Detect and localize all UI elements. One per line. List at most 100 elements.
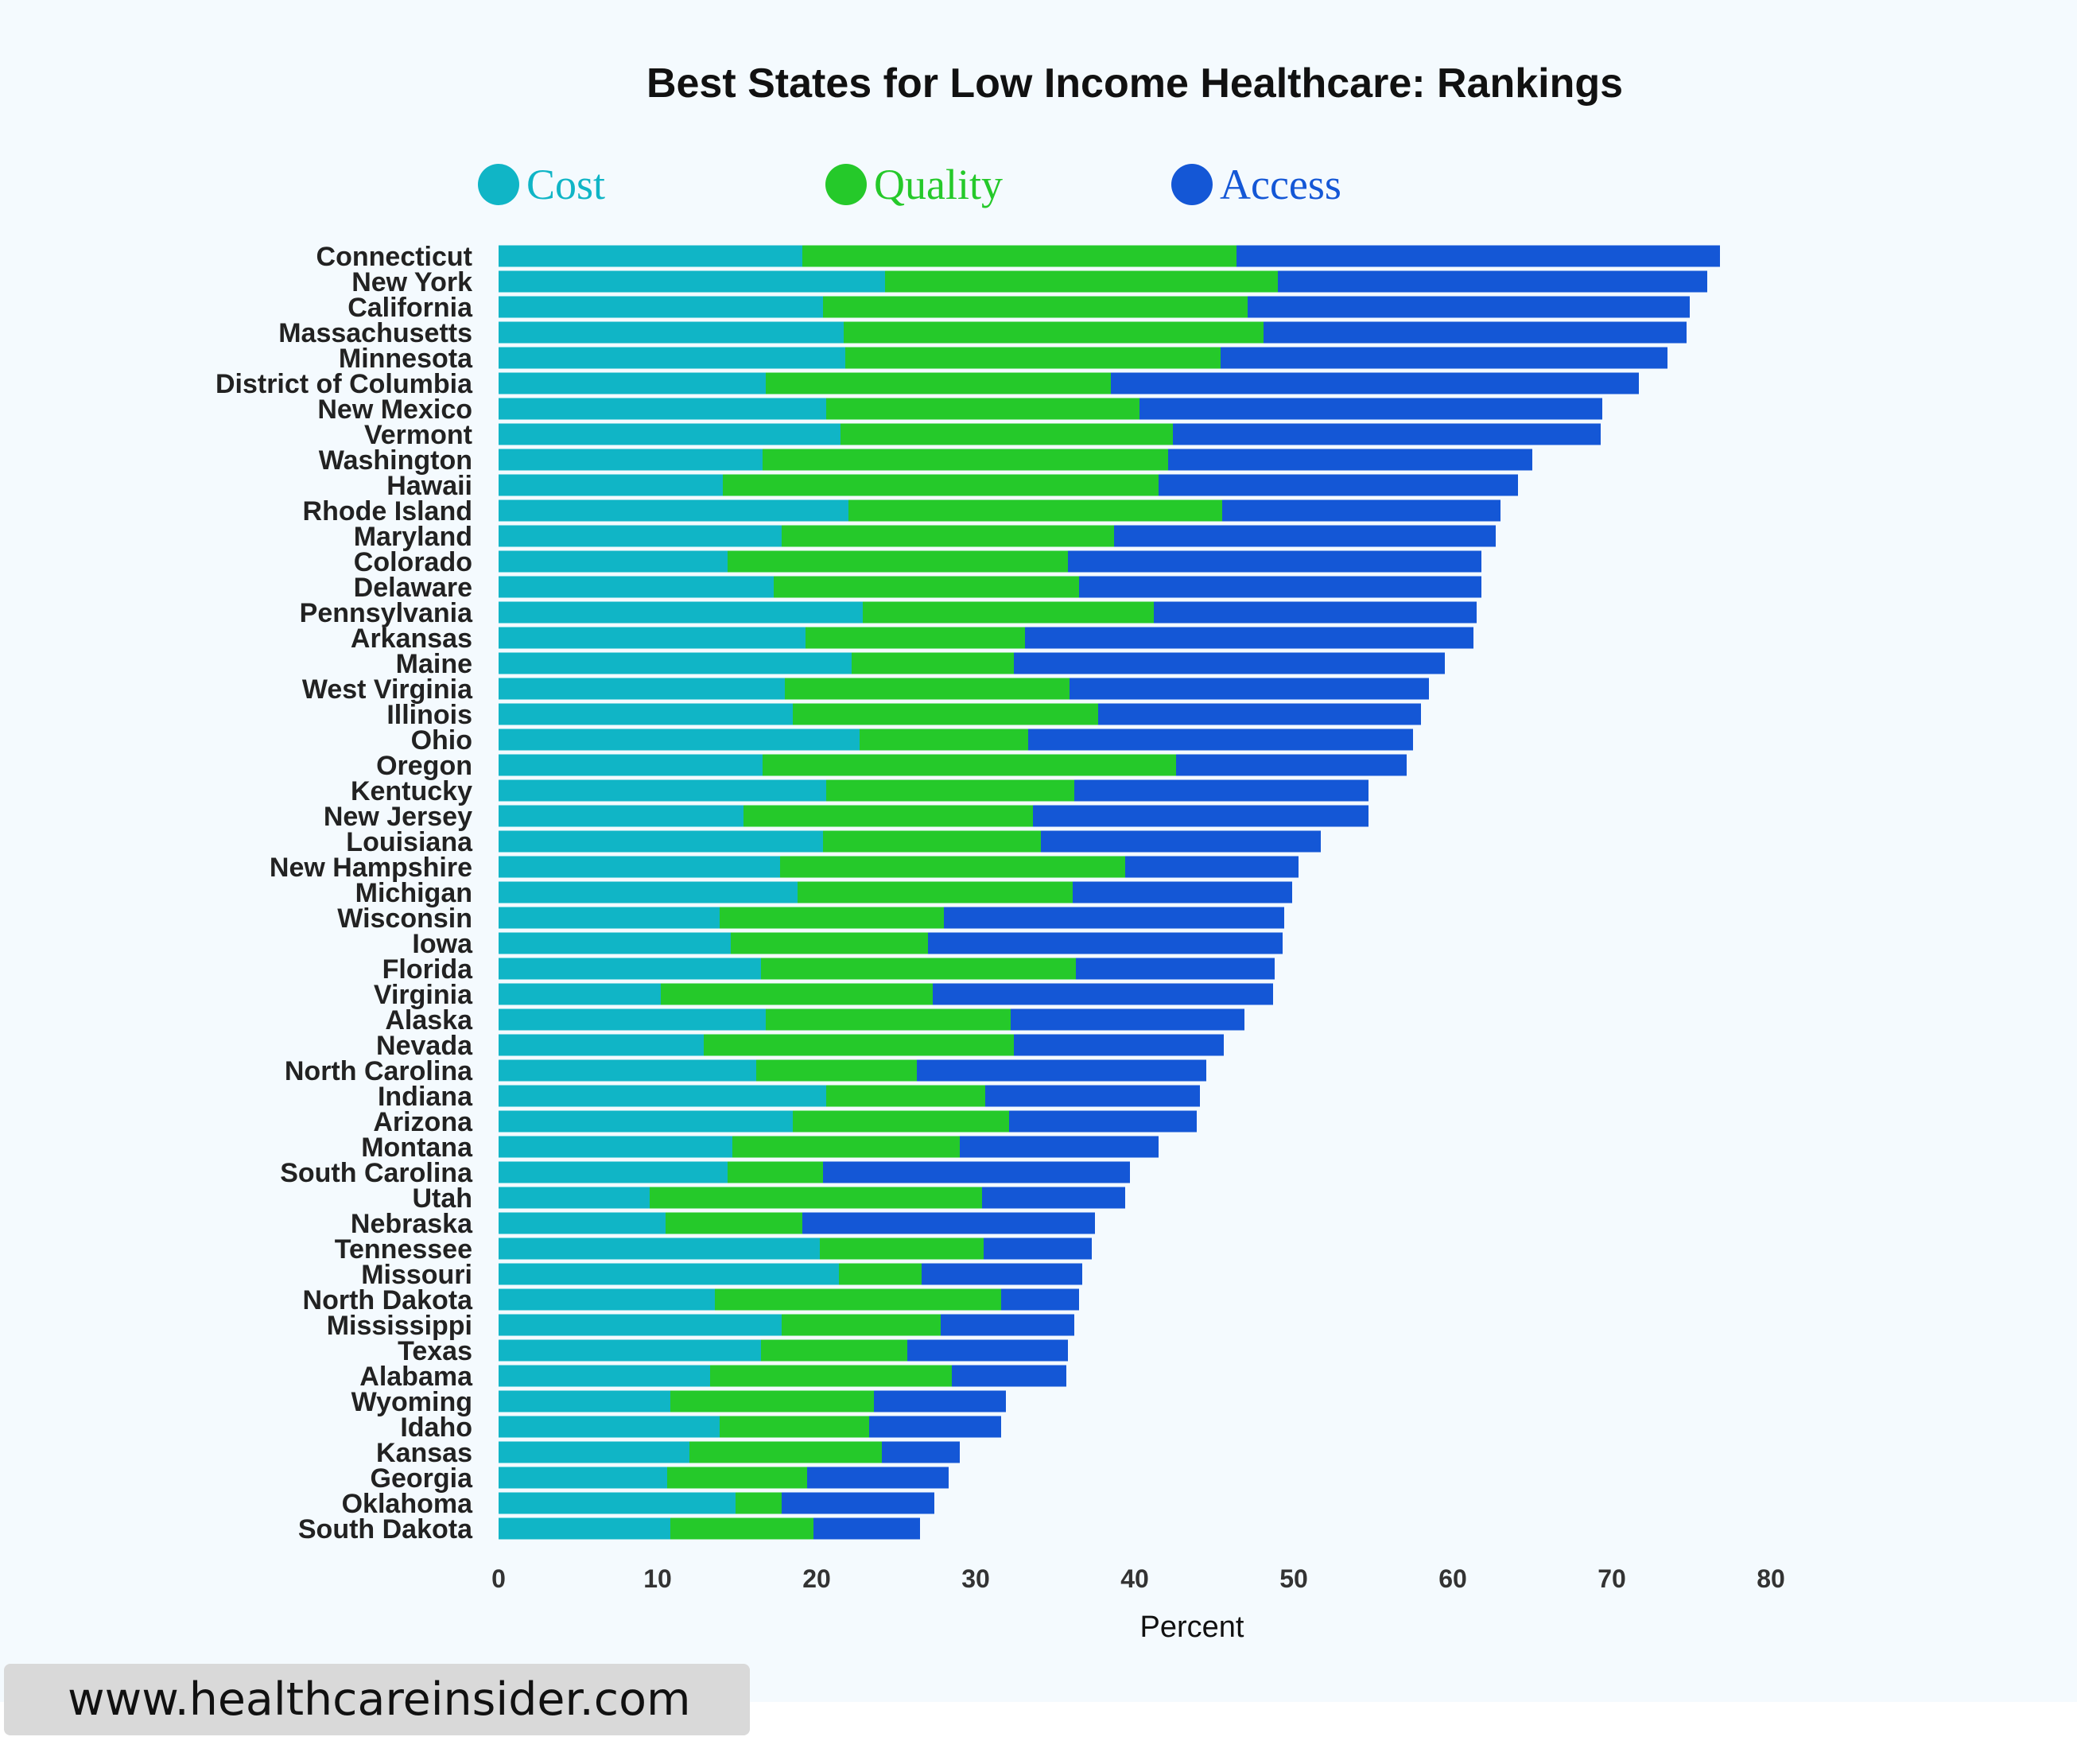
bar-access-kentucky [1074,779,1368,802]
bar-cost-indiana [499,1085,826,1107]
bar-cost-west-virginia [499,678,785,700]
y-axis-label: Delaware [354,573,472,603]
bar-cost-kentucky [499,779,826,802]
bar-access-mississippi [941,1314,1074,1336]
bar-quality-indiana [826,1085,985,1107]
bar-cost-hawaii [499,474,723,496]
bar-cost-north-carolina [499,1059,756,1082]
bar-quality-alaska [766,1008,1011,1031]
bar-access-hawaii [1159,474,1518,496]
y-axis-label: Massachusetts [278,318,472,348]
bar-cost-tennessee [499,1238,820,1260]
bar-quality-alabama [710,1365,952,1387]
y-axis-label: Nevada [376,1031,473,1061]
bar-access-connecticut [1236,245,1720,267]
bar-cost-virginia [499,983,661,1005]
y-axis-label: South Carolina [280,1158,473,1188]
bar-access-new-york [1278,270,1707,293]
bar-cost-washington [499,449,763,471]
x-tick-label: 0 [491,1564,506,1593]
bar-access-indiana [985,1085,1200,1107]
bar-access-missouri [922,1263,1082,1285]
chart-title: Best States for Low Income Healthcare: R… [646,60,1623,107]
bar-access-maine [1014,652,1445,674]
bar-access-minnesota [1221,347,1667,369]
bar-quality-delaware [774,576,1079,598]
bar-access-south-dakota [813,1517,920,1540]
y-axis-label: New Mexico [317,394,472,425]
y-axis-label: Connecticut [316,242,472,272]
bar-quality-wyoming [670,1390,874,1412]
x-tick-label: 70 [1598,1564,1626,1593]
bar-access-texas [907,1339,1068,1362]
bar-quality-nevada [704,1034,1014,1056]
y-axis-label: Kansas [376,1438,472,1468]
legend-quality-marker [825,164,867,205]
bar-quality-arizona [793,1110,1009,1133]
y-axis-label: Arkansas [351,624,472,654]
bar-cost-michigan [499,881,798,903]
bar-access-district-of-columbia [1111,372,1639,394]
bar-cost-illinois [499,703,793,725]
bar-cost-alaska [499,1008,766,1031]
bar-quality-wisconsin [720,907,944,929]
y-axis-label: California [347,293,473,323]
bar-access-oregon [1176,754,1407,776]
y-axis-label: Alabama [359,1362,473,1392]
bar-access-louisiana [1041,830,1321,853]
y-axis-label: Florida [382,954,473,985]
footer-url-badge: www.healthcareinsider.com [4,1664,750,1735]
bar-cost-wyoming [499,1390,670,1412]
bar-access-pennsylvania [1154,601,1477,624]
bar-quality-new-hampshire [780,856,1125,878]
y-axis-label: Utah [412,1183,472,1214]
bar-access-delaware [1079,576,1481,598]
bar-cost-ohio [499,729,860,751]
bar-quality-south-dakota [670,1517,813,1540]
y-axis-label: Wisconsin [337,903,472,934]
x-tick-label: 80 [1757,1564,1785,1593]
bar-quality-tennessee [820,1238,984,1260]
y-axis-label: Kentucky [351,776,472,806]
bar-quality-new-mexico [826,398,1139,420]
y-axis-label: Tennessee [335,1234,472,1265]
bar-quality-maryland [782,525,1114,547]
y-axis-label: Mississippi [327,1311,472,1341]
bar-access-virginia [933,983,1273,1005]
bar-cost-south-dakota [499,1517,670,1540]
bar-access-ohio [1028,729,1413,751]
y-axis-label: Indiana [378,1082,473,1112]
y-axis-label: Alaska [385,1005,473,1035]
bar-cost-alabama [499,1365,710,1387]
legend-cost-label: Cost [526,161,605,208]
bar-access-alabama [952,1365,1066,1387]
bar-cost-nebraska [499,1212,666,1234]
bar-access-kansas [882,1441,960,1463]
legend-cost-marker [478,164,519,205]
bar-cost-new-york [499,270,885,293]
bar-access-new-mexico [1139,398,1602,420]
bar-cost-pennsylvania [499,601,863,624]
y-axis-label: Washington [319,445,472,476]
y-axis-label: Rhode Island [303,496,472,526]
y-axis-label: Maine [396,649,472,679]
bar-quality-idaho [720,1416,869,1438]
bar-quality-north-carolina [756,1059,917,1082]
bar-access-california [1248,296,1690,318]
bar-cost-texas [499,1339,761,1362]
bar-access-vermont [1173,423,1601,445]
y-axis-label: Colorado [354,547,472,577]
bar-access-arizona [1009,1110,1197,1133]
bar-access-florida [1076,958,1275,980]
bar-access-rhode-island [1222,499,1500,522]
y-axis-label: North Carolina [285,1056,473,1086]
bar-cost-idaho [499,1416,720,1438]
bar-quality-hawaii [723,474,1159,496]
y-axis-label: Ohio [411,725,472,756]
bar-cost-connecticut [499,245,802,267]
bar-quality-virginia [661,983,933,1005]
bar-quality-washington [763,449,1168,471]
bar-cost-florida [499,958,761,980]
bar-cost-arkansas [499,627,806,649]
bar-cost-colorado [499,550,728,573]
